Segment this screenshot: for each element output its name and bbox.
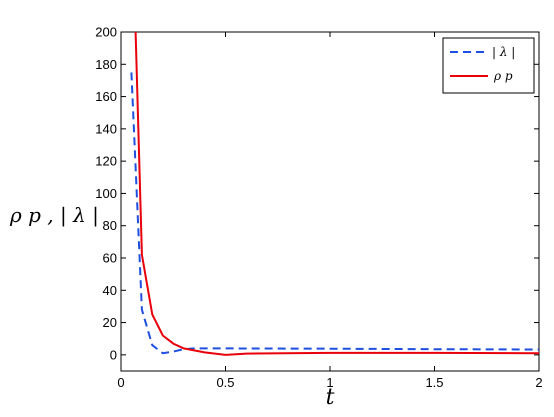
- y-tick-label: 180: [95, 57, 117, 72]
- y-tick-label: 140: [95, 121, 117, 136]
- y-tick-label: 100: [95, 186, 117, 201]
- series-line-0: [130, 72, 540, 355]
- y-tick-label: 160: [95, 89, 117, 104]
- y-tick-label: 40: [103, 283, 117, 298]
- legend-label-lambda: | λ |: [492, 45, 515, 59]
- x-tick-label: 2: [535, 375, 542, 390]
- y-tick-label: 20: [103, 315, 117, 330]
- legend: | λ | ρ p: [442, 37, 535, 94]
- y-axis-label: ρ p , | λ |: [9, 203, 99, 228]
- y-tick-label: 80: [103, 218, 117, 233]
- y-tick-label: 120: [95, 154, 117, 169]
- x-tick-label: 1: [326, 375, 333, 390]
- x-axis-label: t: [326, 385, 335, 410]
- x-axis: 0 0.5 1 1.5 2: [117, 32, 543, 390]
- y-tick-label: 0: [110, 347, 117, 362]
- y-tick-label: 200: [95, 25, 117, 40]
- series-layer: [130, 31, 540, 356]
- y-tick-label: 60: [103, 251, 117, 266]
- legend-label-rho: ρ p: [493, 69, 513, 83]
- x-tick-label: 1.5: [425, 375, 443, 390]
- legend-box: [442, 37, 535, 94]
- y-axis: 0 20 40 60 80 100 120 140 160 180 200: [95, 25, 539, 362]
- x-tick-label: 0: [117, 375, 124, 390]
- x-tick-label: 0.5: [216, 375, 234, 390]
- series-line-1: [134, 31, 540, 356]
